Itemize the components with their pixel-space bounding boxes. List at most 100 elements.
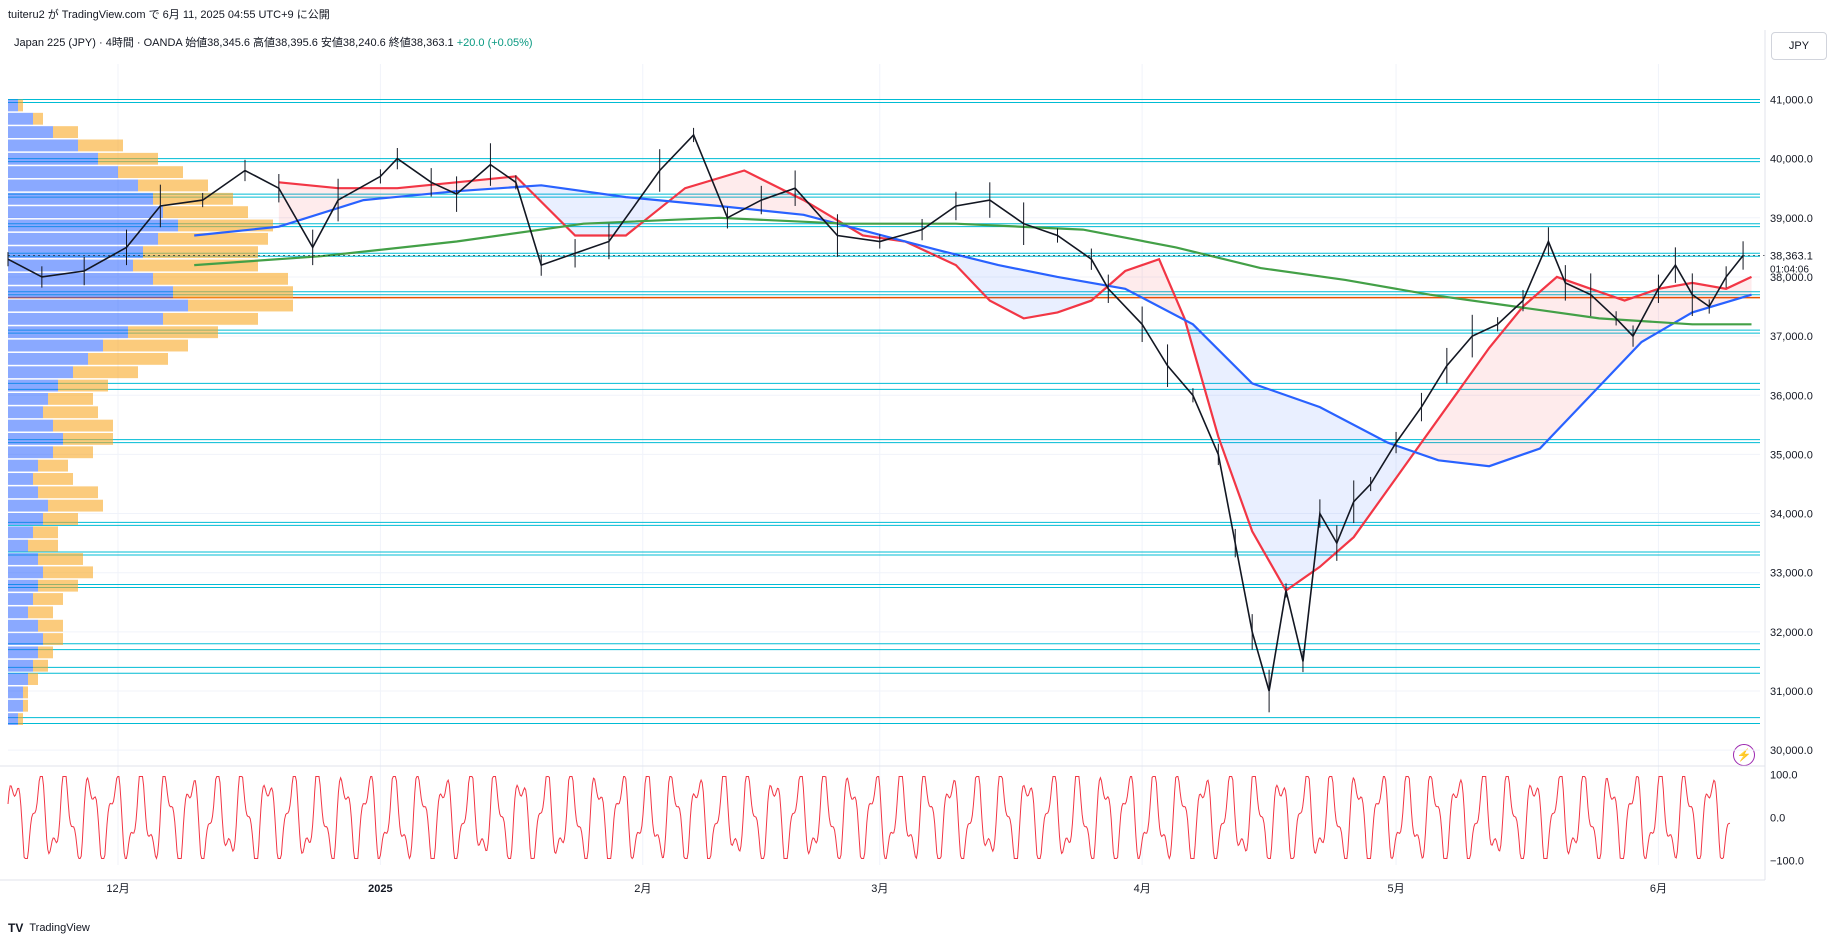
vp-bar-yellow: [33, 659, 48, 672]
price-tick-label: 34,000.0: [1770, 509, 1813, 521]
vp-bar-yellow: [98, 152, 158, 165]
vp-bar-yellow: [138, 179, 208, 192]
vp-bar-yellow: [33, 112, 43, 125]
osc-tick-label: 100.0: [1770, 769, 1798, 781]
vp-bar-blue: [8, 112, 33, 125]
price-tick-label: 33,000.0: [1770, 568, 1813, 580]
vp-bar-blue: [8, 232, 158, 245]
vp-bar-blue: [8, 619, 38, 632]
time-tick-label: 3月: [871, 883, 888, 895]
vp-bar-yellow: [43, 406, 98, 419]
vp-bar-yellow: [163, 312, 258, 325]
time-tick-label: 12月: [106, 883, 129, 895]
oscillator-line: [7, 775, 1731, 860]
vp-bar-blue: [8, 179, 138, 192]
cloud-segment: [668, 170, 846, 226]
vp-bar-blue: [8, 366, 73, 379]
time-tick-label: 2025: [368, 883, 392, 895]
vp-bar-yellow: [58, 379, 108, 392]
legend-change: +20.0 (+0.05%): [456, 37, 533, 49]
vp-bar-blue: [8, 459, 38, 472]
moving-averages: [194, 169, 1752, 593]
vp-bar-blue: [8, 419, 53, 432]
time-tick-label: 4月: [1134, 883, 1151, 895]
vp-bar-blue: [8, 246, 143, 259]
legend-symbol: Japan 225 (JPY) · 4時間 · OANDA: [14, 37, 183, 49]
vp-bar-yellow: [158, 232, 268, 245]
price-tick-label: 31,000.0: [1770, 686, 1813, 698]
cloud-segment: [1099, 259, 1185, 320]
vp-bar-yellow: [53, 126, 78, 139]
vp-bar-blue: [8, 593, 33, 605]
vp-bar-blue: [8, 312, 163, 325]
vp-bar-yellow: [143, 246, 258, 259]
vp-bar-yellow: [23, 686, 28, 699]
countdown-label: 01:04:06: [1770, 264, 1809, 275]
vp-bar-blue: [8, 499, 48, 512]
vp-bar-blue: [8, 686, 23, 699]
vp-bar-blue: [8, 352, 88, 365]
vp-bar-yellow: [28, 539, 58, 552]
vp-bar-yellow: [88, 352, 168, 365]
vp-bar-yellow: [43, 513, 78, 525]
vp-bar-yellow: [153, 192, 233, 205]
vp-bar-blue: [8, 633, 43, 645]
vp-bar-yellow: [28, 673, 38, 685]
currency-button[interactable]: JPY: [1771, 32, 1827, 60]
footer-brand[interactable]: TV TradingView: [8, 921, 90, 935]
legend-ohlc: 始値38,345.6 高値38,395.6 安値38,240.6 終値38,36…: [185, 37, 454, 49]
vp-bar-blue: [8, 339, 103, 352]
price-tick-label: 35,000.0: [1770, 449, 1813, 461]
cloud-segment: [905, 241, 1100, 319]
vp-bar-yellow: [38, 553, 83, 565]
vp-bar-yellow: [178, 219, 273, 232]
vp-bar-yellow: [38, 579, 78, 592]
vp-bar-blue: [8, 699, 23, 712]
vp-bar-blue: [8, 566, 43, 579]
vp-bar-yellow: [33, 526, 58, 539]
vp-bar-yellow: [53, 419, 113, 432]
vp-bar-blue: [8, 406, 43, 419]
publisher-caption: tuiteru2 が TradingView.com で 6月 11, 2025…: [8, 9, 330, 21]
volume-profile: [8, 99, 293, 726]
cloud-segment: [1184, 318, 1413, 591]
price-tick-label: 37,000.0: [1770, 331, 1813, 343]
vp-bar-yellow: [38, 486, 98, 499]
oscillator-panel: [7, 775, 1731, 860]
vp-bar-yellow: [173, 286, 293, 299]
vp-bar-blue: [8, 539, 28, 552]
price-tick-label: 30,000.0: [1770, 745, 1813, 757]
vp-bar-yellow: [43, 566, 93, 579]
vp-bar-yellow: [73, 366, 138, 379]
vp-bar-blue: [8, 272, 153, 285]
time-tick-label: 6月: [1650, 883, 1667, 895]
vp-bar-blue: [8, 379, 58, 392]
vp-bar-yellow: [188, 299, 293, 312]
vp-bar-yellow: [38, 459, 68, 472]
cloud-segment: [1412, 276, 1752, 467]
last-price-label: 38,363.1: [1770, 250, 1813, 262]
vp-bar-yellow: [48, 392, 93, 405]
cloud-segment: [278, 176, 525, 227]
vp-bar-blue: [8, 126, 53, 139]
vp-bar-yellow: [63, 433, 113, 445]
osc-tick-label: 0.0: [1770, 813, 1785, 825]
vp-bar-yellow: [128, 326, 218, 339]
ma_mid-line: [194, 184, 1752, 468]
axes: 30,000.0 31,000.0 32,000.0 33,000.0 34,000.0…: [0, 30, 1813, 895]
vp-bar-yellow: [38, 619, 63, 632]
vp-bar-blue: [8, 526, 33, 539]
vp-bar-yellow: [103, 339, 188, 352]
vp-bar-blue: [8, 446, 53, 459]
vp-bar-blue: [8, 192, 153, 205]
time-tick-label: 2月: [634, 883, 651, 895]
vp-bar-blue: [8, 579, 38, 592]
vp-bar-yellow: [48, 499, 103, 512]
vp-bar-blue: [8, 673, 28, 685]
vp-bar-blue: [8, 473, 33, 485]
vp-bar-blue: [8, 152, 98, 165]
vp-bar-blue: [8, 392, 48, 405]
osc-tick-label: −100.0: [1770, 856, 1804, 868]
cloud-segment: [524, 184, 669, 236]
